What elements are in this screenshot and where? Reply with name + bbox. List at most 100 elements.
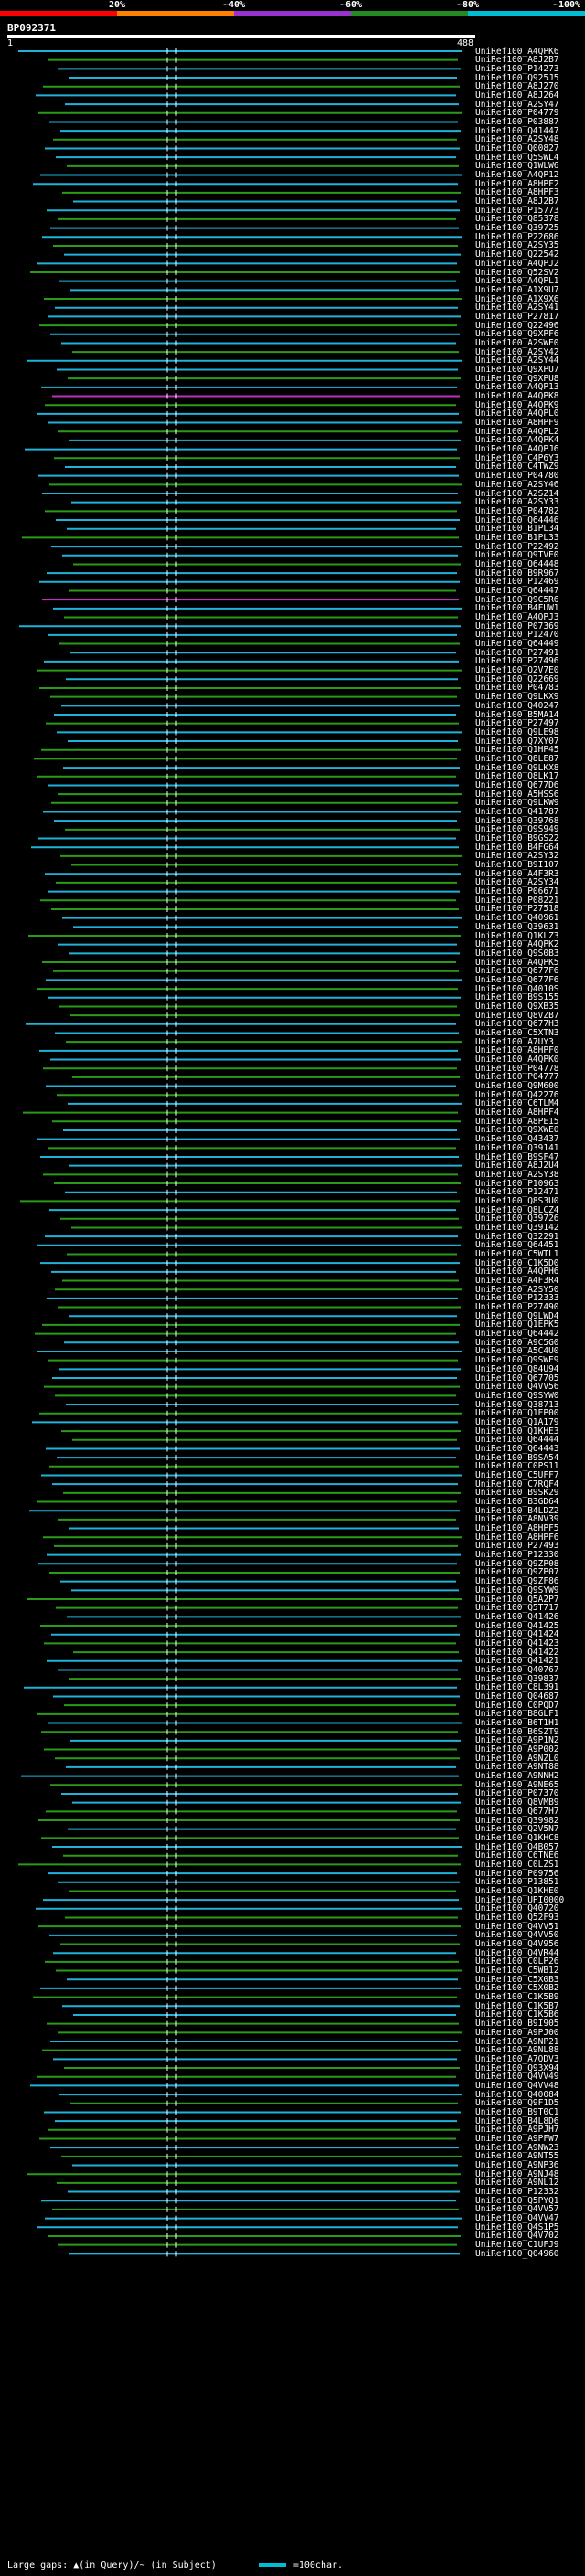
hit-label[interactable]: UniRef100_Q9M600 [475, 1081, 559, 1092]
hit-label[interactable]: UniRef100_Q4VV50 [475, 1930, 559, 1941]
hit-label[interactable]: UniRef100_Q39768 [475, 815, 559, 826]
hit-label[interactable]: UniRef100_Q4VV57 [475, 2204, 559, 2215]
hit-label[interactable]: UniRef100_A2SY46 [475, 479, 559, 490]
hit-label[interactable]: UniRef100_A9NNH2 [475, 1771, 559, 1782]
hit-label[interactable]: UniRef100_Q40084 [475, 2089, 559, 2100]
hit-label[interactable]: UniRef100_Q1EPK5 [475, 1320, 559, 1330]
hit-label[interactable]: UniRef100_P08221 [475, 895, 559, 906]
hit-label[interactable]: UniRef100_A9NL12 [475, 2178, 559, 2189]
hit-label[interactable]: UniRef100_A8NV39 [475, 1514, 559, 1525]
hit-label[interactable]: UniRef100_Q4VV47 [475, 2213, 559, 2224]
hit-label[interactable]: UniRef100_Q38713 [475, 1399, 559, 1410]
hit-label[interactable]: UniRef100_Q52F93 [475, 1912, 559, 1923]
hit-label[interactable]: UniRef100_C8L391 [475, 1682, 559, 1693]
hit-label[interactable]: UniRef100_P27490 [475, 1302, 559, 1313]
hit-label[interactable]: UniRef100_P04780 [475, 471, 559, 482]
hit-label[interactable]: UniRef100_P07370 [475, 1788, 559, 1799]
hit-label[interactable]: UniRef100_Q5A2P7 [475, 1594, 559, 1605]
hit-label[interactable]: UniRef100_P07369 [475, 620, 559, 631]
hit-label[interactable]: UniRef100_C1UFJ9 [475, 2240, 559, 2251]
hit-label[interactable]: UniRef100_C5X0B3 [475, 1974, 559, 1985]
hit-label[interactable]: UniRef100_B4L8D6 [475, 2115, 559, 2126]
hit-label[interactable]: UniRef100_Q2V5N7 [475, 1824, 559, 1835]
hit-label[interactable]: UniRef100_C1K5D0 [475, 1257, 559, 1268]
hit-label[interactable]: UniRef100_A4QP13 [475, 382, 559, 393]
hit-label[interactable]: UniRef100_A5HSS6 [475, 789, 559, 800]
hit-label[interactable]: UniRef100_P04782 [475, 505, 559, 516]
hit-label[interactable]: UniRef100_Q9XWE0 [475, 1125, 559, 1136]
hit-label[interactable]: UniRef100_Q04687 [475, 1691, 559, 1701]
hit-label[interactable]: UniRef100_Q9XPU8 [475, 373, 559, 384]
hit-label[interactable]: UniRef100_Q8S3U0 [475, 1195, 559, 1206]
hit-label[interactable]: UniRef100_A8HPF4 [475, 1108, 559, 1118]
hit-label[interactable]: UniRef100_Q04960 [475, 2248, 559, 2259]
hit-label[interactable]: UniRef100_B4LDZ2 [475, 1505, 559, 1516]
hit-label[interactable]: UniRef100_P14273 [475, 63, 559, 74]
hit-label[interactable]: UniRef100_Q4VR44 [475, 1947, 559, 1958]
hit-label[interactable]: UniRef100_P27817 [475, 311, 559, 322]
hit-label[interactable]: UniRef100_Q64446 [475, 514, 559, 525]
hit-label[interactable]: UniRef100_A9NZL0 [475, 1753, 559, 1764]
hit-label[interactable]: UniRef100_Q22496 [475, 320, 559, 331]
hit-label[interactable]: UniRef100_A4QP12 [475, 170, 559, 181]
hit-label[interactable]: UniRef100_Q9LKX8 [475, 762, 559, 773]
hit-label[interactable]: UniRef100_Q41787 [475, 806, 559, 817]
hit-label[interactable]: UniRef100_A4QPL1 [475, 276, 559, 287]
hit-label[interactable]: UniRef100_A8J2B7 [475, 196, 559, 207]
hit-label[interactable]: UniRef100_B1PL33 [475, 532, 559, 543]
hit-label[interactable]: UniRef100_Q84U94 [475, 1363, 559, 1374]
hit-label[interactable]: UniRef100_Q677H3 [475, 1019, 559, 1030]
hit-label[interactable]: UniRef100_Q4B057 [475, 1841, 559, 1852]
hit-label[interactable]: UniRef100_A2SY41 [475, 302, 559, 313]
hit-label[interactable]: UniRef100_Q1HP45 [475, 745, 559, 756]
hit-label[interactable]: UniRef100_Q5SWL4 [475, 152, 559, 163]
hit-label[interactable]: UniRef100_Q4VV51 [475, 1921, 559, 1932]
hit-label[interactable]: UniRef100_Q5T717 [475, 1603, 559, 1614]
hit-label[interactable]: UniRef100_P27496 [475, 656, 559, 667]
hit-label[interactable]: UniRef100_C0LP26 [475, 1956, 559, 1967]
hit-label[interactable]: UniRef100_Q1KHE0 [475, 1885, 559, 1896]
hit-label[interactable]: UniRef100_A8HPF9 [475, 418, 559, 429]
hit-label[interactable]: UniRef100_A8PE15 [475, 1116, 559, 1127]
hit-label[interactable]: UniRef100_C5XTN3 [475, 1027, 559, 1038]
hit-label[interactable]: UniRef100_Q8VMB9 [475, 1797, 559, 1808]
hit-label[interactable]: UniRef100_Q5PYQ1 [475, 2195, 559, 2206]
hit-label[interactable]: UniRef100_Q64447 [475, 585, 559, 596]
hit-label[interactable]: UniRef100_B4FUW1 [475, 603, 559, 614]
hit-label[interactable]: UniRef100_Q39726 [475, 1214, 559, 1224]
hit-label[interactable]: UniRef100_A8HPF5 [475, 1523, 559, 1534]
hit-label[interactable]: UniRef100_C5WB12 [475, 1966, 559, 1977]
hit-label[interactable]: UniRef100_Q42276 [475, 1089, 559, 1100]
hit-label[interactable]: UniRef100_Q1KHC8 [475, 1832, 559, 1843]
hit-label[interactable]: UniRef100_P12469 [475, 577, 559, 588]
hit-label[interactable]: UniRef100_Q52SV2 [475, 267, 559, 278]
hit-label[interactable]: UniRef100_A8J2U4 [475, 1161, 559, 1171]
hit-label[interactable]: UniRef100_Q677F6 [475, 966, 559, 977]
hit-label[interactable]: UniRef100_Q64442 [475, 1329, 559, 1340]
hit-label[interactable]: UniRef100_B9SK29 [475, 1488, 559, 1499]
hit-label[interactable]: UniRef100_A7QDV3 [475, 2053, 559, 2064]
hit-label[interactable]: UniRef100_A8HPF3 [475, 187, 559, 198]
hit-label[interactable]: UniRef100_Q64449 [475, 639, 559, 650]
hit-label[interactable]: UniRef100_A9PJ00 [475, 2027, 559, 2038]
hit-label[interactable]: UniRef100_A9NJ48 [475, 2168, 559, 2179]
hit-label[interactable]: UniRef100_B1PL34 [475, 524, 559, 535]
hit-label[interactable]: UniRef100_Q8LCZ4 [475, 1204, 559, 1215]
hit-label[interactable]: UniRef100_Q41422 [475, 1647, 559, 1658]
hit-label[interactable]: UniRef100_Q2V7E0 [475, 665, 559, 676]
hit-label[interactable]: UniRef100_A1X9X6 [475, 293, 559, 304]
hit-label[interactable]: UniRef100_Q9XPF6 [475, 329, 559, 340]
hit-label[interactable]: UniRef100_A4QPK2 [475, 939, 559, 950]
hit-label[interactable]: UniRef100_Q1EP00 [475, 1408, 559, 1419]
hit-label[interactable]: UniRef100_Q41421 [475, 1656, 559, 1667]
hit-label[interactable]: UniRef100_C0LZS1 [475, 1859, 559, 1870]
hit-label[interactable]: UniRef100_Q9XPU7 [475, 364, 559, 375]
hit-label[interactable]: UniRef100_B3GD64 [475, 1497, 559, 1508]
hit-label[interactable]: UniRef100_A4F3R3 [475, 868, 559, 879]
hit-label[interactable]: UniRef100_A9P002 [475, 1744, 559, 1755]
hit-label[interactable]: UniRef100_Q9XB35 [475, 1001, 559, 1012]
hit-label[interactable]: UniRef100_A4QPK5 [475, 957, 559, 968]
hit-label[interactable]: UniRef100_A2SY33 [475, 497, 559, 508]
hit-label[interactable]: UniRef100_P12471 [475, 1187, 559, 1198]
hit-label[interactable]: UniRef100_A2SY38 [475, 1169, 559, 1180]
